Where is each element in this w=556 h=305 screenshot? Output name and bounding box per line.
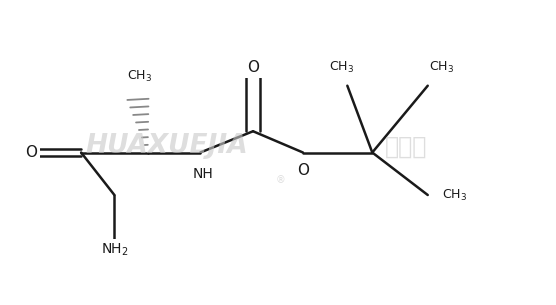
Text: HUAXUEJIA: HUAXUEJIA — [86, 133, 249, 160]
Text: O: O — [247, 60, 259, 75]
Text: NH: NH — [193, 167, 214, 181]
Text: ®: ® — [276, 175, 286, 185]
Text: O: O — [297, 163, 309, 178]
Text: CH$_3$: CH$_3$ — [329, 60, 354, 75]
Text: O: O — [25, 145, 37, 160]
Text: CH$_3$: CH$_3$ — [429, 60, 454, 75]
Text: CH$_3$: CH$_3$ — [127, 69, 152, 84]
Text: CH$_3$: CH$_3$ — [441, 188, 466, 203]
Text: NH$_2$: NH$_2$ — [101, 242, 128, 258]
Text: 化学加: 化学加 — [384, 135, 427, 158]
